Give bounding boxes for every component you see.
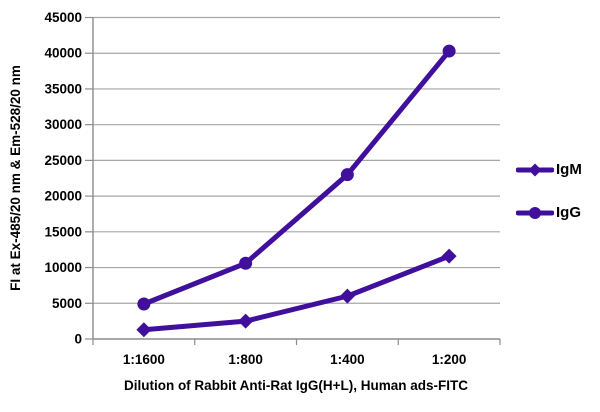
y-tick-label: 15000 bbox=[44, 224, 82, 239]
marker-diamond-IgM bbox=[339, 288, 355, 304]
y-tick-label: 45000 bbox=[44, 10, 82, 25]
legend-marker-diamond bbox=[516, 163, 554, 177]
y-tick-label: 0 bbox=[74, 332, 82, 347]
y-tick-label: 35000 bbox=[44, 81, 82, 96]
plot-generated: 0 5000 10000 15000 20000 25000 30000 35000 40000… bbox=[44, 10, 501, 367]
y-tick-label: 20000 bbox=[44, 189, 82, 204]
series-line-IgG bbox=[141, 48, 452, 307]
x-tick-label: 1:800 bbox=[228, 352, 263, 367]
marker-diamond-IgM bbox=[441, 248, 457, 264]
y-tick-label: 40000 bbox=[44, 46, 82, 61]
series-line-IgM bbox=[141, 253, 452, 333]
legend-circle-IgG bbox=[529, 207, 541, 219]
legend-marker-circle bbox=[516, 207, 554, 219]
marker-circle-IgG bbox=[340, 168, 354, 182]
marker-circle-IgG bbox=[442, 44, 456, 58]
marker-circle-IgG bbox=[137, 297, 151, 311]
x-axis-title: Dilution of Rabbit Anti-Rat IgG(H+L), Hu… bbox=[124, 378, 468, 393]
legend-label: IgG bbox=[556, 204, 581, 221]
x-tick-label: 1:400 bbox=[330, 352, 365, 367]
y-tick-label: 30000 bbox=[44, 117, 82, 132]
marker-circle-IgG bbox=[239, 256, 253, 270]
y-tick-label: 10000 bbox=[44, 260, 82, 275]
legend-item-IgG: IgG bbox=[516, 204, 581, 222]
legend-label: IgM bbox=[556, 161, 582, 178]
marker-diamond-IgM bbox=[136, 322, 152, 338]
legend-item-IgM: IgM bbox=[516, 161, 582, 179]
marker-diamond-IgM bbox=[238, 313, 254, 329]
y-tick-label: 5000 bbox=[52, 296, 82, 311]
y-axis-title: FI at Ex-485/20 nm & Em-528/20 nm bbox=[8, 65, 23, 291]
x-tick-label: 1:1600 bbox=[123, 352, 165, 367]
x-tick-label: 1:200 bbox=[432, 352, 467, 367]
legend-diamond-IgM bbox=[528, 163, 542, 177]
y-tick-label: 25000 bbox=[44, 153, 82, 168]
